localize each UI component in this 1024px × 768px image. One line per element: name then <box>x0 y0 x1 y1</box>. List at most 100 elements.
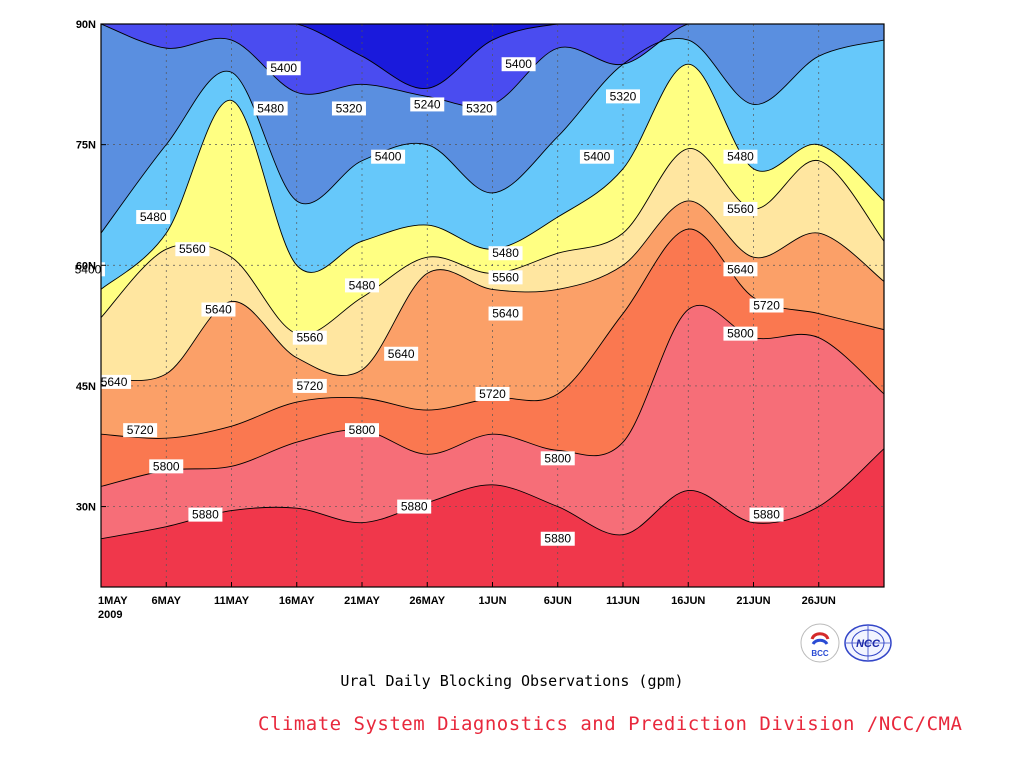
y-tick-label: 75N <box>76 140 96 152</box>
contour-line-5400 <box>101 38 884 234</box>
x-tick-label: 11MAY <box>214 595 250 607</box>
contour-label: 5560 <box>292 330 327 345</box>
contour-label: 5320 <box>331 101 366 116</box>
x-tick-label: 16JUN <box>671 595 705 607</box>
contour-label-layer: 5400 5480 5320 5240 5320 5400 5320 5400 5400 5480… <box>70 57 784 546</box>
contour-label: 5400 <box>579 149 614 164</box>
ncc-logo-icon: NCC <box>844 624 892 662</box>
contour-label: 5560 <box>175 242 210 257</box>
x-tick-label: 1JUN <box>478 595 506 607</box>
x-tick-label: 6MAY <box>151 595 181 607</box>
contour-label-text: 5800 <box>727 327 754 341</box>
contour-line-5240 <box>101 24 884 89</box>
credit-line: Climate System Diagnostics and Predictio… <box>258 713 963 735</box>
contour-label-box <box>371 149 406 164</box>
contour-label: 5400 <box>501 57 536 72</box>
bcc-logo-icon: BCC <box>800 623 840 663</box>
x-tick-label: 1MAY <box>98 595 128 607</box>
contour-label: 5480 <box>253 101 288 116</box>
contour-label-text: 5880 <box>192 508 219 522</box>
contour-label-box <box>488 246 523 261</box>
contour-label-text: 5560 <box>296 331 323 345</box>
contour-label-text: 5480 <box>257 101 284 115</box>
contour-label: 5640 <box>201 302 236 317</box>
contour-label-box <box>345 278 379 293</box>
contour-label-box <box>723 201 758 216</box>
contour-label: 5480 <box>723 149 758 164</box>
contour-label-box <box>410 97 445 112</box>
contour-label-box <box>723 149 758 164</box>
contour-label-box <box>475 386 510 401</box>
contour-label-box <box>292 378 327 393</box>
contour-line-5640 <box>101 200 884 382</box>
contour-label-text: 5320 <box>336 101 363 115</box>
contour-label: 5880 <box>188 507 223 522</box>
contour-label-text: 5880 <box>753 508 780 522</box>
contour-label-box <box>462 101 497 116</box>
contour-label-box <box>749 298 784 313</box>
contour-label-box <box>749 507 784 522</box>
y-tick-label: 45N <box>76 381 96 393</box>
x-year-label: 2009 <box>98 609 122 621</box>
contour-label-box <box>253 101 288 116</box>
x-tick-label: 6JUN <box>544 595 572 607</box>
x-tick-label: 11JUN <box>606 595 640 607</box>
contour-label: 5720 <box>475 386 510 401</box>
x-tick-label: 26MAY <box>409 595 445 607</box>
x-tick-label: 21JUN <box>736 595 770 607</box>
contour-label-text: 5480 <box>727 150 754 164</box>
ncc-logo-text: NCC <box>856 638 881 650</box>
contour-label-box <box>136 210 171 225</box>
contour-label-box <box>488 270 523 285</box>
contour-label-box <box>188 507 223 522</box>
contour-label: 5800 <box>540 451 575 466</box>
contour-label-box <box>723 262 758 277</box>
contour-label: 5800 <box>345 423 379 438</box>
contour-label-box <box>292 330 327 345</box>
contour-label-text: 5560 <box>727 202 754 216</box>
contour-label-text: 5880 <box>544 532 571 546</box>
axes-layer: 1MAY 6MAY 11MAY 16MAY 21MAY 26MAY 1JUN 6JUN 11JU… <box>76 19 836 621</box>
contour-label-text: 5560 <box>492 270 519 284</box>
y-tick-label: 30N <box>76 502 96 514</box>
contour-label: 5880 <box>749 507 784 522</box>
contour-label-box <box>540 451 575 466</box>
contour-label-text: 5640 <box>492 307 519 321</box>
contour-label-box <box>384 346 419 361</box>
contour-label-text: 5800 <box>544 451 571 465</box>
contour-label: 5880 <box>397 499 432 514</box>
contour-label: 5400 <box>266 61 301 76</box>
bcc-logo-text: BCC <box>811 649 829 658</box>
x-tick-label: 16MAY <box>279 595 315 607</box>
contour-label-text: 5720 <box>296 379 323 393</box>
contour-label-box <box>123 423 158 438</box>
contour-label-text: 5720 <box>127 423 154 437</box>
contour-label-text: 5800 <box>153 459 180 473</box>
contour-label-text: 5240 <box>414 97 441 111</box>
contour-label-text: 5480 <box>140 210 167 224</box>
contour-label-box <box>488 306 523 321</box>
contour-label-text: 5720 <box>479 387 506 401</box>
contour-label-text: 5400 <box>375 150 402 164</box>
contour-label-box <box>97 374 132 389</box>
contour-label: 5560 <box>723 201 758 216</box>
contour-line-5880 <box>101 448 884 540</box>
contour-label: 5480 <box>488 246 523 261</box>
contour-label: 5720 <box>123 423 158 438</box>
contour-label-text: 5560 <box>179 242 206 256</box>
contour-label-box <box>266 61 301 76</box>
y-tick-label: 60N <box>76 260 96 272</box>
contour-label-box <box>175 242 210 257</box>
contour-label-box <box>397 499 432 514</box>
fill-band-below-5320 <box>101 24 884 108</box>
contour-label: 5720 <box>749 298 784 313</box>
contour-label-text: 5400 <box>75 262 102 276</box>
contour-label: 5400 <box>70 262 105 277</box>
x-tick-label: 21MAY <box>344 595 380 607</box>
contour-label-text: 5640 <box>727 262 754 276</box>
contour-label-text: 5400 <box>584 150 611 164</box>
contour-label-text: 5480 <box>492 246 519 260</box>
contour-label-text: 5640 <box>388 347 415 361</box>
contour-label: 5640 <box>97 374 132 389</box>
